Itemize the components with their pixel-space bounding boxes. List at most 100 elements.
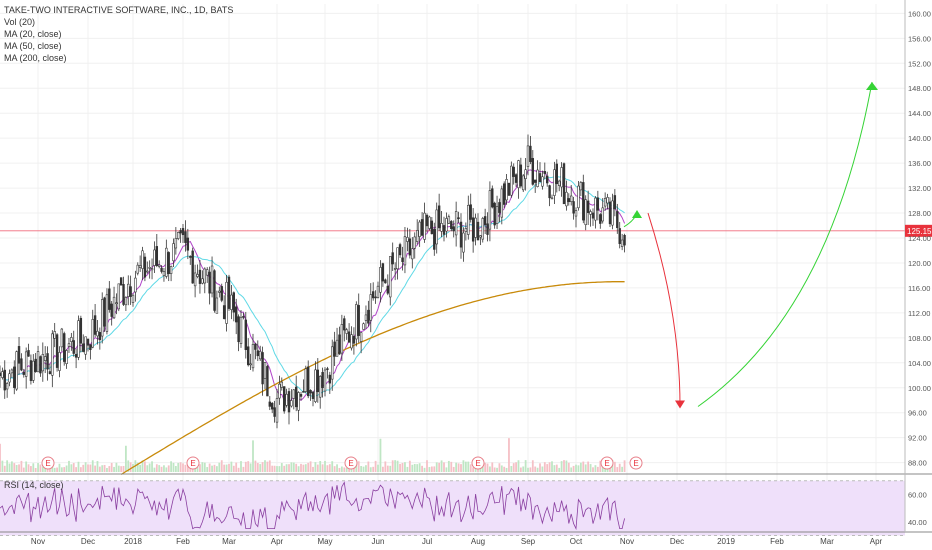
volume-bar	[283, 465, 286, 472]
candle-body	[495, 206, 499, 224]
candle-body	[220, 286, 223, 301]
candle-body	[584, 199, 587, 226]
candle-body	[36, 351, 40, 373]
candle-body	[20, 358, 23, 371]
candle-body	[72, 340, 75, 354]
volume-bar	[300, 463, 302, 472]
candle-body	[524, 169, 527, 179]
candle-body	[5, 383, 9, 390]
candle-body	[345, 329, 348, 334]
legend-ma50: MA (50, close)	[4, 41, 62, 51]
candle-body	[591, 212, 595, 219]
candle-body	[230, 294, 233, 310]
candle-body	[533, 179, 537, 183]
candle-body	[450, 221, 453, 229]
legend-ma20: MA (20, close)	[4, 29, 62, 39]
volume-bar	[572, 465, 575, 472]
candle-body	[268, 401, 271, 407]
candle-body	[143, 256, 147, 278]
candle-body	[0, 372, 2, 376]
volume-bar	[472, 467, 475, 472]
volume-bar	[211, 465, 213, 472]
volume-bar	[30, 466, 32, 472]
candle-body	[577, 185, 580, 209]
candle-body	[318, 376, 322, 398]
candle-body	[3, 369, 6, 391]
volume-bar	[307, 462, 310, 472]
candle-body	[96, 330, 99, 337]
volume-bar	[288, 464, 290, 472]
volume-bar	[529, 467, 532, 472]
price-tick-label: 132.00	[908, 184, 931, 193]
volume-bar	[563, 460, 565, 472]
volume-bar	[290, 462, 293, 472]
volume-bar	[312, 466, 314, 472]
volume-bar	[266, 461, 269, 472]
volume-bar	[218, 462, 221, 472]
candle-body	[41, 354, 45, 372]
volume-bar	[0, 443, 1, 472]
candle-body	[306, 366, 310, 397]
volume-bar	[124, 445, 127, 472]
volume-bar	[399, 463, 401, 472]
candle-body	[67, 343, 71, 347]
candle-body	[389, 256, 392, 298]
candle-body	[70, 337, 73, 342]
candle-body	[108, 288, 111, 310]
candle-body	[294, 386, 298, 408]
candle-body	[502, 183, 506, 205]
candle-body	[331, 346, 334, 380]
candle-body	[408, 238, 412, 256]
volume-bar	[460, 464, 462, 472]
chart-legend: TAKE-TWO INTERACTIVE SOFTWARE, INC., 1D,…	[4, 4, 233, 64]
price-tick-label: 144.00	[908, 109, 931, 118]
candle-body	[309, 390, 312, 394]
projection-bounce-arrow	[632, 210, 642, 219]
time-tick-label: Dec	[670, 537, 684, 546]
candle-body	[127, 283, 130, 297]
candle-body	[287, 391, 291, 413]
volume-bar	[27, 464, 30, 472]
candle-body	[146, 270, 149, 273]
volume-bar	[297, 466, 300, 472]
candle-body	[302, 391, 305, 393]
earnings-marker	[344, 456, 358, 470]
candle-body	[129, 286, 132, 297]
volume-bar	[357, 461, 360, 472]
candle-body	[122, 284, 125, 305]
volume-bar	[82, 464, 85, 472]
volume-bar	[91, 460, 94, 472]
volume-bar	[139, 464, 142, 472]
time-tick-label: Sep	[521, 537, 536, 546]
candle-body	[251, 344, 255, 369]
candle-body	[406, 237, 409, 242]
candle-body	[608, 201, 612, 225]
candle-body	[98, 332, 102, 341]
candle-body	[201, 278, 204, 284]
candle-body	[165, 247, 168, 277]
volume-bar	[155, 464, 158, 472]
candle-body	[553, 169, 556, 196]
volume-bar	[515, 462, 517, 472]
volume-bar	[75, 467, 78, 472]
candle-body	[193, 272, 197, 287]
candle-body	[60, 328, 64, 348]
volume-bar	[555, 464, 558, 472]
volume-bar	[148, 463, 151, 472]
candle-body	[447, 216, 451, 224]
candle-body	[579, 182, 583, 191]
candle-body	[586, 200, 590, 213]
candle-body	[290, 400, 293, 407]
projection-bearish-arrow	[675, 400, 685, 409]
volume-bar	[141, 460, 144, 472]
volume-bar	[34, 467, 37, 472]
volume-bar	[519, 467, 522, 472]
price-tick-label: 128.00	[908, 209, 931, 218]
price-tick-label: 104.00	[908, 359, 931, 368]
time-tick-label: Jun	[372, 537, 385, 546]
projection-bearish-line	[647, 212, 681, 407]
time-tick-label: Aug	[471, 537, 485, 546]
candle-body	[603, 197, 607, 207]
volume-bar	[249, 463, 252, 472]
